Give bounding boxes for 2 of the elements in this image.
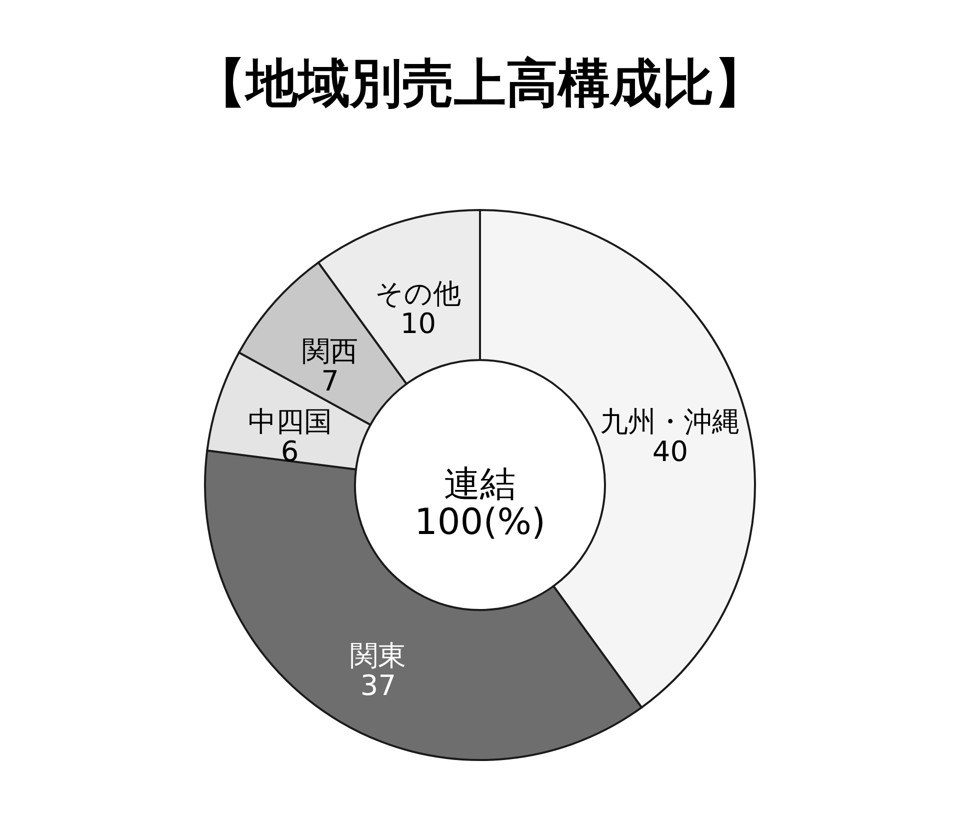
chart-title: 【地域別売上高構成比】 bbox=[194, 54, 766, 114]
text: 連結 100(%) bbox=[414, 464, 546, 543]
